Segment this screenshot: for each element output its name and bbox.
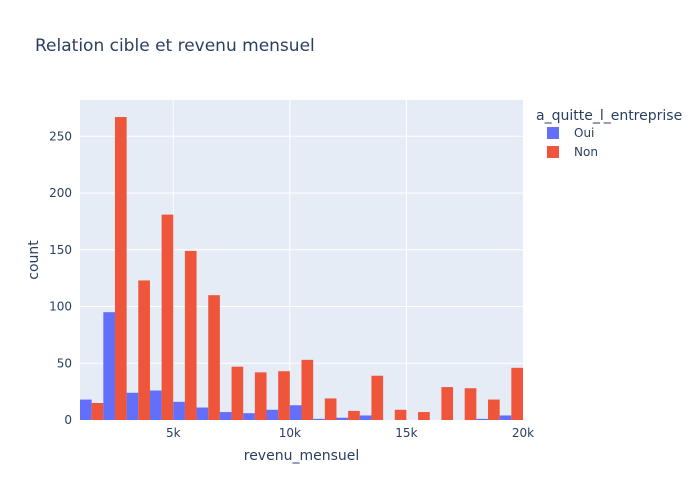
x-tick-label: 15k xyxy=(395,426,417,440)
bar-oui-8[interactable] xyxy=(243,413,255,420)
legend: a_quitte_l_entreprise Oui Non xyxy=(536,108,682,159)
bar-non-14[interactable] xyxy=(394,409,407,420)
bar-oui-13[interactable] xyxy=(359,415,372,420)
bar-oui-9[interactable] xyxy=(266,409,279,420)
bars xyxy=(80,117,523,421)
legend-title: a_quitte_l_entreprise xyxy=(536,108,682,124)
bar-oui-1[interactable] xyxy=(80,399,92,420)
legend-label-oui: Oui xyxy=(574,126,594,140)
bar-non-7[interactable] xyxy=(231,366,244,420)
x-tick-label: 10k xyxy=(279,426,301,440)
bar-oui-10[interactable] xyxy=(289,405,302,420)
bar-non-9[interactable] xyxy=(278,371,290,420)
x-tick-label: 20k xyxy=(512,426,534,440)
bar-non-19[interactable] xyxy=(511,367,523,420)
bar-non-3[interactable] xyxy=(138,280,150,420)
bar-non-11[interactable] xyxy=(324,398,337,420)
bar-non-6[interactable] xyxy=(208,295,220,420)
legend-item-oui[interactable]: Oui xyxy=(547,126,594,140)
bar-oui-11[interactable] xyxy=(313,418,325,420)
bar-oui-2[interactable] xyxy=(103,312,115,420)
x-axis-ticks: 5k 10k 15k 20k xyxy=(166,426,534,440)
bar-oui-5[interactable] xyxy=(173,401,185,420)
bar-oui-7[interactable] xyxy=(219,412,232,420)
x-tick-label: 5k xyxy=(166,426,181,440)
bar-oui-18[interactable] xyxy=(476,418,489,420)
bar-non-1[interactable] xyxy=(91,402,104,420)
bar-oui-6[interactable] xyxy=(196,407,209,420)
bar-non-15[interactable] xyxy=(418,412,430,420)
bar-non-17[interactable] xyxy=(464,388,477,420)
chart-title: Relation cible et revenu mensuel xyxy=(35,36,315,56)
bar-oui-19[interactable] xyxy=(499,415,512,420)
y-axis-title: count xyxy=(26,240,42,280)
bar-oui-4[interactable] xyxy=(149,390,162,421)
legend-item-non[interactable]: Non xyxy=(547,145,598,159)
legend-label-non: Non xyxy=(574,145,598,159)
y-tick-label: 250 xyxy=(49,129,72,143)
bar-oui-3[interactable] xyxy=(126,392,139,420)
y-tick-label: 0 xyxy=(64,413,72,427)
bar-non-8[interactable] xyxy=(254,372,267,420)
plot-area xyxy=(80,100,523,421)
y-axis-ticks: 0 50 100 150 200 250 xyxy=(49,129,72,427)
legend-swatch-oui xyxy=(547,127,559,139)
bar-non-18[interactable] xyxy=(488,399,500,420)
x-axis-title: revenu_mensuel xyxy=(244,448,360,464)
bar-non-12[interactable] xyxy=(348,410,360,420)
bar-non-4[interactable] xyxy=(161,214,174,420)
y-tick-label: 150 xyxy=(49,243,72,257)
bar-non-5[interactable] xyxy=(184,250,197,420)
y-tick-label: 100 xyxy=(49,300,72,314)
bar-non-10[interactable] xyxy=(301,359,314,420)
bar-non-13[interactable] xyxy=(371,375,384,420)
bar-oui-12[interactable] xyxy=(336,417,349,420)
y-tick-label: 200 xyxy=(49,186,72,200)
legend-swatch-non xyxy=(547,146,559,158)
y-tick-label: 50 xyxy=(57,356,72,370)
bar-non-16[interactable] xyxy=(441,387,454,420)
bar-non-2[interactable] xyxy=(114,117,127,421)
